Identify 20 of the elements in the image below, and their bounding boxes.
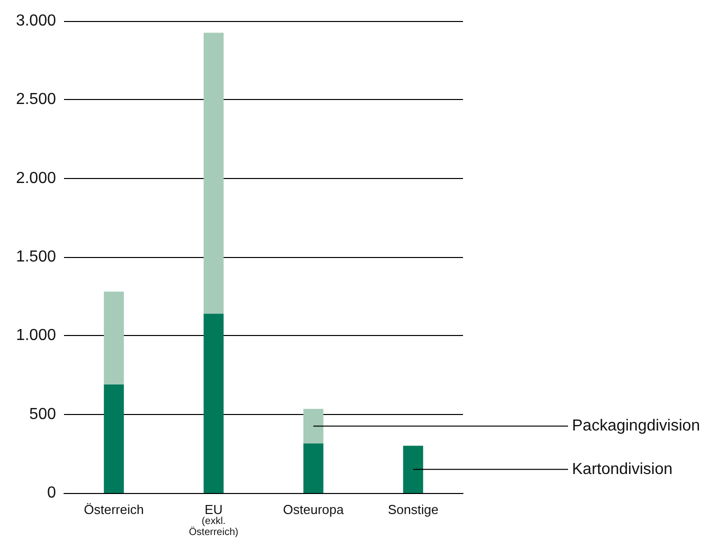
y-tick-label: 0 [47,484,56,502]
x-tick-label: Österreich [84,502,144,517]
bar [204,314,224,493]
bar [303,408,324,444]
bar [104,292,124,384]
bar [403,446,424,493]
y-tick-label: 2.500 [16,91,56,108]
y-tick-label: 500 [29,406,56,423]
y-tick-label: 1.000 [16,327,56,344]
x-tick-label: Osteuropa [283,502,344,517]
y-tick-label: 2.000 [16,170,56,187]
bar [303,443,324,493]
text: Packagingdivision [572,418,700,435]
text: Kartondivision [572,460,672,478]
x-tick-label: EU (exkl. Österreich) [188,502,238,538]
y-tick-label: 3.000 [16,12,56,30]
bar [204,32,224,314]
y-tick-label: 1.500 [16,248,56,266]
x-tick-label: Sonstige [388,502,438,517]
bar [104,384,124,493]
